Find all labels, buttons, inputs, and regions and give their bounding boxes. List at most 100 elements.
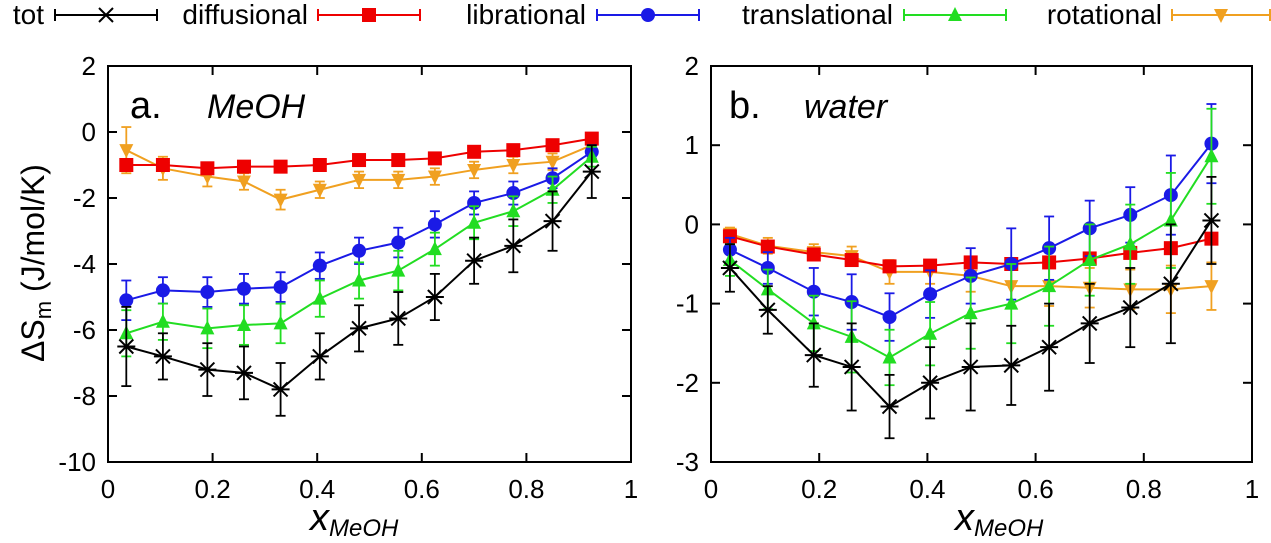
data-point-diffusional [273, 159, 288, 174]
y-axis-label: ΔSm (J/mol/K) [15, 164, 56, 362]
data-point-rotational [352, 173, 367, 188]
legend-label-translational: translational [742, 0, 893, 30]
panel-b: 0 0.2 0.4 0.6 0.8 1 -3 -2 -1 0 1 2 b. water xMeOH [676, 51, 1259, 542]
legend-marker-librational [596, 8, 700, 22]
data-point-diffusional [312, 158, 327, 172]
x-tick-label: 0.2 [195, 474, 231, 504]
x-tick-label: 1 [624, 474, 638, 504]
data-point-tot [582, 163, 601, 180]
data-point-diffusional [155, 158, 170, 172]
data-point-tot [720, 260, 739, 276]
panel-b-ticks: 0 0.2 0.4 0.6 0.8 1 -3 -2 -1 0 1 2 [676, 51, 1259, 504]
data-point-diffusional [722, 229, 737, 244]
y-tick-label: -3 [676, 447, 699, 477]
panel-a-frame [107, 65, 632, 463]
y-tick-label: -2 [73, 183, 96, 213]
series-tot [720, 175, 1221, 440]
panel-a: 0 0.2 0.4 0.6 0.8 1-10-8-6-4-202 a. MeOH xMeO… [58, 51, 638, 542]
panel-b-x-axis-label-sub: MeOH [974, 515, 1044, 542]
data-point-translational [352, 272, 367, 287]
data-point-diffusional [427, 151, 442, 166]
data-point-translational [155, 313, 170, 328]
data-point-translational [1204, 148, 1219, 163]
x-tick-label: 1 [1245, 474, 1259, 504]
panel-b-frame [710, 65, 1253, 463]
y-axis-label-sub: m [31, 301, 56, 319]
data-point-translational [200, 320, 215, 335]
data-point-librational [923, 287, 938, 302]
data-point-diffusional [923, 258, 938, 273]
legend: tot diffusional librational translationa… [13, 0, 1271, 30]
y-tick-label: -4 [73, 249, 96, 279]
data-point-diffusional [584, 131, 599, 146]
data-point-translational [806, 315, 821, 330]
data-point-tot [1080, 315, 1099, 332]
data-point-tot [842, 359, 861, 375]
legend-marker-diffusional [317, 8, 421, 22]
y-tick-label: -2 [676, 368, 699, 398]
data-point-librational [200, 285, 215, 300]
legend-label-rotational: rotational [1047, 0, 1162, 30]
y-axis-label-unit: (J/mol/K) [15, 164, 51, 301]
data-point-translational [1042, 278, 1057, 293]
y-tick-label: -8 [73, 381, 96, 411]
y-tick-label: -10 [58, 447, 96, 477]
data-point-librational [352, 243, 367, 258]
x-tick-label: 0.2 [801, 474, 837, 504]
data-point-librational [312, 258, 327, 273]
legend-marker-tot [97, 7, 115, 23]
data-point-diffusional [200, 161, 215, 176]
data-point-translational [1123, 236, 1138, 251]
y-tick-label: -1 [676, 289, 699, 319]
panel-a-series [117, 126, 601, 417]
x-tick-label: 0.8 [508, 474, 544, 504]
y-tick-label: 1 [685, 130, 699, 160]
data-point-diffusional [844, 253, 859, 268]
legend-marker-translational [903, 7, 1007, 21]
panel-a-subtitle: MeOH [207, 88, 306, 126]
data-point-translational [236, 317, 251, 332]
series-tot [117, 144, 601, 417]
data-point-tot [880, 398, 899, 415]
data-point-tot [234, 365, 253, 381]
data-point-librational [760, 260, 775, 275]
data-point-translational [963, 305, 978, 320]
series-rotational [119, 126, 599, 211]
legend-marker-rotational [1171, 9, 1271, 23]
y-tick-label: 0 [685, 209, 699, 239]
legend-marker-tot [54, 7, 158, 23]
y-axis-label-main: ΔS [15, 319, 51, 362]
data-point-rotational [312, 183, 327, 198]
data-point-tot [921, 375, 940, 391]
data-point-librational [273, 280, 288, 295]
data-point-rotational [1204, 280, 1219, 295]
legend-label-librational: librational [466, 0, 586, 30]
data-point-translational [391, 262, 406, 277]
data-point-tot [198, 361, 217, 378]
data-point-rotational [119, 144, 134, 159]
data-point-translational [506, 203, 521, 218]
data-point-librational [119, 293, 134, 308]
x-tick-label: 0.6 [404, 474, 440, 504]
data-point-tot [1121, 299, 1140, 316]
data-point-translational [273, 315, 288, 330]
legend-marker-diffusional [362, 8, 376, 22]
panel-b-x-axis-label: xMeOH [953, 497, 1044, 542]
legend-label-diffusional: diffusional [182, 0, 308, 30]
data-point-tot [804, 347, 823, 363]
panel-b-series [720, 103, 1221, 440]
data-point-diffusional [760, 239, 775, 254]
panel-a-x-axis-label-sub: MeOH [329, 515, 399, 542]
panel-b-x-axis-label-main: x [953, 497, 976, 539]
x-tick-label: 0.4 [909, 474, 945, 504]
legend-marker-translational [948, 7, 962, 21]
data-point-diffusional [882, 259, 897, 274]
data-point-translational [1163, 212, 1178, 227]
data-point-tot [504, 238, 523, 254]
series-librational [119, 144, 599, 322]
legend-label-tot: tot [13, 0, 44, 30]
data-point-translational [427, 241, 442, 256]
y-tick-label: -6 [73, 315, 96, 345]
x-tick-label: 0.8 [1126, 474, 1162, 504]
